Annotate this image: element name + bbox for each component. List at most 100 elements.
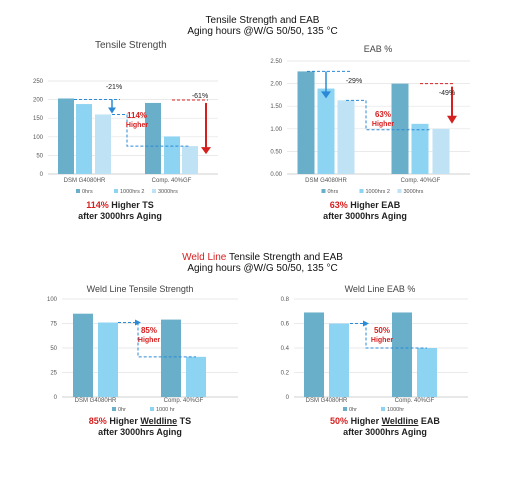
- tensile-ytick-label: 0: [40, 172, 44, 178]
- caption-tensile-pct: 114%: [86, 200, 109, 210]
- weld_tensile-ytick-label: 75: [50, 322, 57, 328]
- tensile-ytick-label: 200: [33, 98, 44, 104]
- tensile-drop-label-dsm: -21%: [106, 84, 122, 91]
- tensile-bar-0hrs-0: [58, 98, 74, 174]
- eab-bar-3000hrs-1: [432, 128, 450, 174]
- weld_eab-ytick-label: 0.2: [281, 371, 290, 377]
- eab-ytick-label: 1.00: [270, 127, 282, 133]
- eab-category-label: DSM G4080HR: [305, 178, 347, 184]
- weld_tensile-bar-0hr-1: [161, 319, 181, 397]
- weld-eab-higher-word: Higher: [371, 337, 393, 344]
- eab-bar-3000hrs-0: [337, 100, 355, 174]
- weld_tensile-bar-1000-hr-1: [186, 356, 206, 397]
- tensile-ytick-label: 50: [36, 153, 43, 159]
- tensile-bar-1000hrs-2-1: [164, 136, 180, 174]
- weld_eab-legend-label: 0hr: [349, 407, 357, 413]
- weld_tensile-legend-label: 1000 hr: [156, 407, 175, 413]
- weld_eab-category-label: Comp. 40%GF: [395, 398, 435, 404]
- tensile-legend-label: 0hrs: [82, 189, 93, 195]
- weld_tensile-ytick-label: 50: [50, 346, 57, 352]
- tensile-ytick-label: 250: [33, 79, 44, 85]
- caption-eab: 63% Higher EAB after 3000hrs Aging: [300, 200, 430, 222]
- section-1-title: Tensile Strength and EAB Aging hours @W/…: [0, 15, 525, 37]
- caption-weld-tensile-suffix: TS: [177, 416, 192, 426]
- section-2-title-line2: Aging hours @W/G 50/50, 135 °C: [187, 263, 338, 274]
- eab-ytick-label: 1.50: [270, 104, 282, 110]
- eab-bar-1000hrs-2-0: [317, 88, 335, 174]
- eab-ytick-label: 0.50: [270, 149, 282, 155]
- caption-weld-eab-line2: after 3000hrs Aging: [343, 427, 427, 437]
- caption-weld-tensile-line1: 85% Higher Weldline TS: [70, 416, 210, 427]
- tensile-higher-pct: 114%: [127, 111, 147, 120]
- caption-weld-eab-text: Higher: [348, 416, 382, 426]
- eab-drop-arrowhead-dsm: [321, 91, 331, 99]
- weld_tensile-bar-0hr-0: [73, 313, 93, 397]
- weld_eab-ytick-label: 0: [286, 395, 290, 401]
- tensile-category-label: Comp. 40%GF: [152, 178, 192, 184]
- caption-tensile-text: Higher TS: [108, 200, 154, 210]
- eab-ytick-label: 0.00: [270, 172, 282, 178]
- weld_eab-legend-swatch: [381, 407, 385, 411]
- section-1-title-line1: Tensile Strength and EAB: [205, 15, 320, 26]
- eab-ytick-label: 2.00: [270, 82, 282, 88]
- tensile-legend-label: 3000hrs: [158, 189, 178, 195]
- tensile-legend-swatch: [76, 189, 80, 193]
- tensile-higher-word: Higher: [126, 122, 148, 129]
- weld_tensile-category-label: Comp. 40%GF: [164, 398, 204, 404]
- weld-tensile-higher-word: Higher: [138, 337, 160, 344]
- tensile-bar-1000hrs-2-0: [76, 104, 92, 174]
- weld_tensile-ytick-label: 100: [47, 297, 58, 303]
- weld_tensile-category-label: DSM G4080HR: [75, 398, 117, 404]
- eab-drop-label-dsm: -29%: [346, 78, 362, 85]
- caption-eab-line2: after 3000hrs Aging: [323, 211, 407, 221]
- caption-weld-eab: 50% Higher Weldline EAB after 3000hrs Ag…: [315, 416, 455, 438]
- weld_tensile-ytick-label: 25: [50, 371, 57, 377]
- eab-legend-swatch: [397, 189, 402, 193]
- weld-eab-arrowhead: [363, 320, 369, 327]
- caption-weld-eab-line1: 50% Higher Weldline EAB: [315, 416, 455, 427]
- tensile-ytick-label: 100: [33, 135, 44, 141]
- eab-bar-0hrs-0: [297, 71, 315, 174]
- caption-weld-eab-weldline: Weldline: [381, 416, 419, 426]
- tensile-chart-title: Tensile Strength: [95, 40, 167, 51]
- weld-tensile-arrowhead: [135, 319, 141, 326]
- weld_eab-category-label: DSM G4080HR: [306, 398, 348, 404]
- caption-eab-line1: 63% Higher EAB: [300, 200, 430, 211]
- weld_eab-legend-label: 1000hr: [387, 407, 404, 413]
- caption-weld-eab-suffix: EAB: [418, 416, 440, 426]
- tensile-legend-label: 1000hrs 2: [120, 189, 144, 195]
- caption-weld-tensile: 85% Higher Weldline TS after 3000hrs Agi…: [70, 416, 210, 438]
- eab-bar-0hrs-1: [391, 83, 409, 174]
- eab-chart-title: EAB %: [364, 44, 393, 54]
- weld_eab-ytick-label: 0.8: [281, 297, 290, 303]
- weld_eab-bar-0hr-0: [304, 312, 324, 397]
- eab-legend-label: 1000hrs 2: [366, 189, 390, 195]
- eab-ytick-label: 2.50: [270, 59, 282, 65]
- section-2-title-highlight: Weld Line: [182, 252, 227, 263]
- tensile-bar-0hrs-1: [145, 102, 161, 174]
- eab-legend-label: 3000hrs: [404, 189, 424, 195]
- section-2-title-line1: Weld Line Tensile Strength and EAB: [0, 252, 525, 263]
- weld_eab-ytick-label: 0.4: [281, 346, 290, 352]
- section-2-title-rest: Tensile Strength and EAB: [226, 252, 343, 263]
- weld_eab-legend-swatch: [343, 407, 347, 411]
- caption-weld-tensile-text: Higher: [106, 416, 141, 426]
- eab-legend-swatch: [359, 189, 364, 193]
- weld_eab-bar-1000hr-0: [329, 323, 349, 397]
- weld-tensile-higher-pct: 85%: [141, 326, 157, 335]
- eab-bar-1000hrs-2-1: [411, 123, 429, 174]
- weld_tensile-ytick-label: 0: [54, 395, 58, 401]
- weld_tensile-bar-1000-hr-0: [98, 322, 118, 397]
- weld-eab-higher-bracket: [350, 323, 427, 349]
- eab-higher-pct: 63%: [375, 110, 391, 119]
- eab-higher-word: Higher: [372, 121, 394, 128]
- caption-tensile-line2: after 3000hrs Aging: [78, 211, 162, 221]
- weld_eab-bar-1000hr-1: [417, 348, 437, 397]
- tensile-legend-swatch: [152, 189, 156, 193]
- eab-drop-label-comp: -49%: [439, 90, 455, 97]
- weld_tensile-legend-swatch: [150, 407, 154, 411]
- eab-legend-label: 0hrs: [328, 189, 339, 195]
- tensile-bar-3000hrs-1: [182, 146, 198, 174]
- weld_tensile-legend-swatch: [112, 407, 116, 411]
